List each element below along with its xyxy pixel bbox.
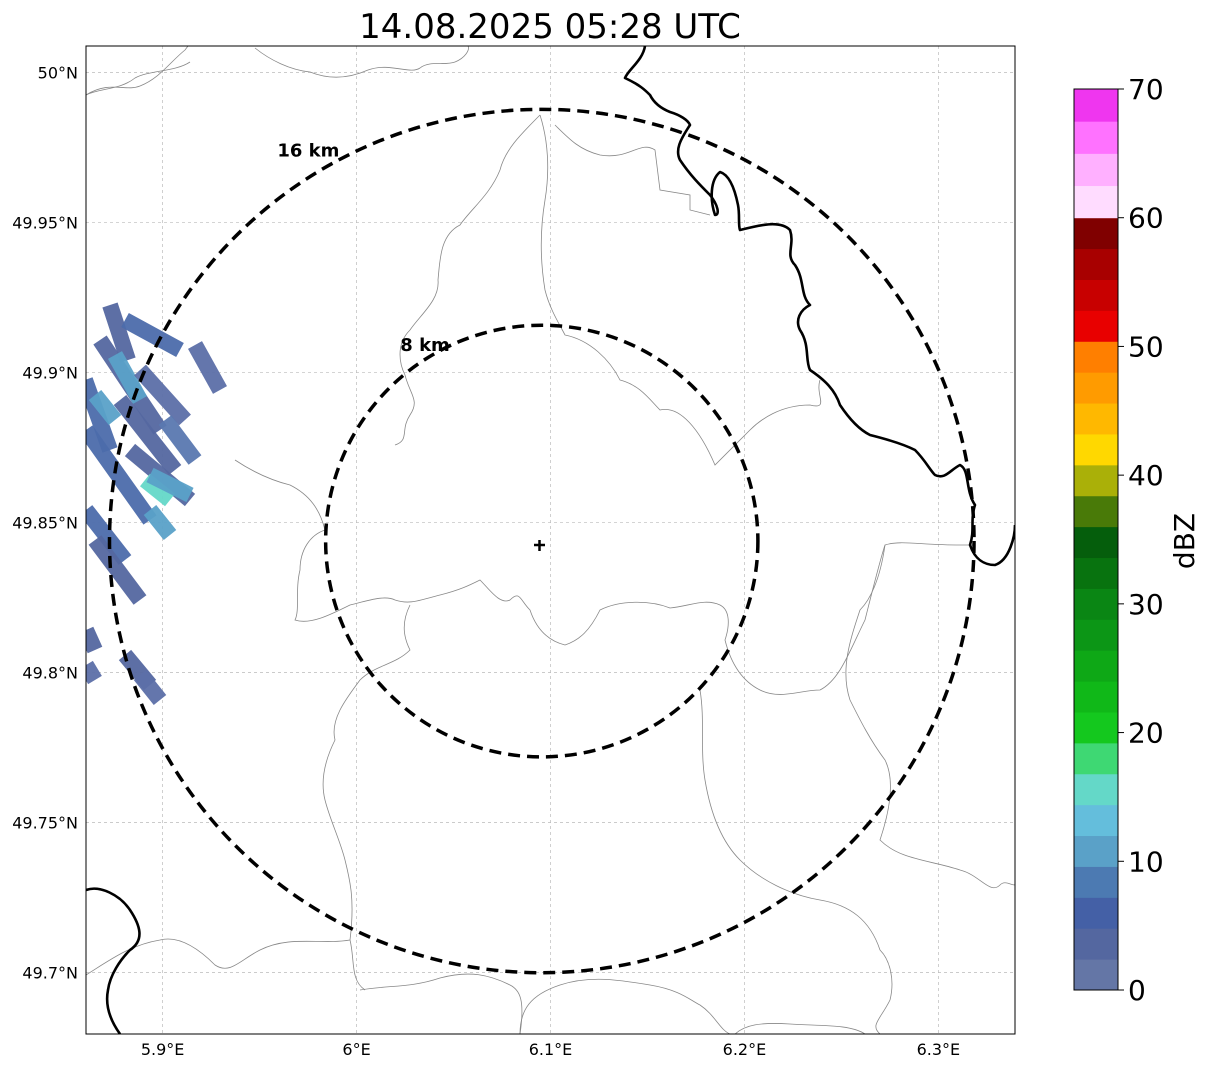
colorbar-swatch — [1074, 89, 1118, 122]
gridlines — [86, 46, 1015, 1034]
radar-echoes — [86, 302, 227, 705]
echo-cell — [188, 341, 227, 394]
admin-border-center — [394, 542, 975, 695]
admin-border-ridge-4 — [554, 124, 711, 216]
colorbar-swatch — [1074, 121, 1118, 154]
colorbar-swatch — [1074, 804, 1118, 837]
colorbar-swatch — [1074, 433, 1118, 466]
colorbar-swatch — [1074, 959, 1118, 991]
colorbar-swatch — [1074, 341, 1118, 373]
lat-tick-label: 50°N — [38, 63, 78, 82]
admin-border-river — [359, 973, 523, 1034]
lon-tick-label: 6.3°E — [917, 1040, 961, 1059]
colorbar-swatch — [1074, 711, 1118, 744]
colorbar-swatches — [1074, 89, 1118, 991]
colorbar-tick-label: 20 — [1128, 717, 1164, 750]
echo-cell — [134, 364, 191, 426]
lat-tick-label: 49.9°N — [22, 363, 78, 382]
colorbar-swatch — [1074, 153, 1118, 187]
echo-cell — [102, 302, 136, 363]
admin-border-bottom-edge — [734, 1023, 866, 1034]
national-border-southwest — [86, 887, 141, 1034]
admin-border-south-bottom — [519, 978, 731, 1034]
range-ring-16km — [107, 107, 976, 975]
colorbar-tick-label: 10 — [1128, 845, 1164, 878]
admin-border-ridge-3 — [539, 114, 822, 466]
lat-tick-label: 49.75°N — [12, 813, 78, 832]
echo-cell — [88, 390, 122, 425]
map-frame — [85, 45, 1016, 1035]
colorbar-swatch — [1074, 681, 1118, 713]
echo-cell — [86, 626, 103, 654]
colorbar-swatch — [1074, 310, 1118, 342]
colorbar-frame — [1073, 88, 1119, 991]
colorbar-tick-label: 70 — [1128, 73, 1164, 106]
colorbar-swatch — [1074, 619, 1118, 651]
echo-cell — [86, 505, 132, 565]
colorbar-swatch — [1074, 897, 1118, 929]
echo-cell — [133, 670, 167, 705]
colorbar-tick-label: 50 — [1128, 330, 1164, 363]
admin-border-ridge-2 — [394, 114, 541, 446]
colorbar-tick-label: 0 — [1128, 974, 1146, 1007]
range-rings: 8 km 16 km — [107, 107, 976, 975]
colorbar-swatch — [1074, 835, 1118, 867]
colorbar-swatch — [1074, 248, 1118, 280]
echo-cell — [113, 395, 182, 475]
colorbar-swatch — [1074, 866, 1118, 898]
colorbar-swatch — [1074, 742, 1118, 775]
colorbar-tick-label: 40 — [1128, 459, 1164, 492]
colorbar-swatch — [1074, 217, 1118, 250]
admin-border-north — [86, 46, 189, 96]
colorbar-swatch — [1074, 588, 1118, 620]
chart-title: 14.08.2025 05:28 UTC — [359, 7, 741, 47]
echo-cell — [158, 415, 202, 465]
range-ring-8km — [323, 323, 760, 759]
colorbar-tick-label: 60 — [1128, 202, 1164, 235]
lat-tick-label: 49.7°N — [22, 963, 78, 982]
radar-site-marker — [534, 540, 545, 551]
echo-cell — [86, 660, 102, 685]
lat-tick-label: 49.95°N — [12, 213, 78, 232]
range-ring-label: 16 km — [277, 141, 339, 162]
national-border-east — [623, 46, 1015, 567]
longitude-axis: 5.9°E 6°E 6.1°E 6.2°E 6.3°E — [141, 1040, 960, 1059]
colorbar-tick-label: 30 — [1128, 588, 1164, 621]
colorbar-swatch — [1074, 279, 1118, 311]
colorbar-swatch — [1074, 185, 1118, 219]
lat-tick-label: 49.85°N — [12, 513, 78, 532]
admin-border-ridge-1 — [254, 46, 469, 78]
colorbar-swatch — [1074, 372, 1118, 404]
admin-border-south-east — [699, 689, 893, 1034]
colorbar-swatch — [1074, 464, 1118, 497]
echo-cell — [88, 535, 147, 605]
national-borders — [86, 46, 1015, 1034]
range-ring-label: 8 km — [400, 335, 450, 356]
admin-border-west — [234, 459, 396, 622]
admin-border-top-left — [86, 61, 191, 96]
latitude-axis: 50°N 49.95°N 49.9°N 49.85°N 49.8°N 49.75°N 49.… — [12, 63, 78, 982]
echo-cell — [143, 505, 177, 540]
colorbar-swatch — [1074, 526, 1118, 559]
colorbar-swatch — [1074, 403, 1118, 435]
lon-tick-label: 5.9°E — [141, 1040, 185, 1059]
colorbar: 0 10 20 30 40 50 60 70 dBZ — [1073, 73, 1201, 1007]
lon-tick-label: 6.2°E — [723, 1040, 767, 1059]
echo-cell — [86, 425, 157, 525]
colorbar-swatch — [1074, 928, 1118, 960]
colorbar-swatch — [1074, 650, 1118, 682]
colorbar-unit-label: dBZ — [1168, 513, 1201, 569]
colorbar-swatch — [1074, 557, 1118, 589]
lon-tick-label: 6°E — [342, 1040, 370, 1059]
admin-border-east — [845, 544, 1015, 888]
echo-cell — [121, 312, 184, 358]
lat-tick-label: 49.8°N — [22, 663, 78, 682]
lon-tick-label: 6.1°E — [529, 1040, 573, 1059]
colorbar-swatch — [1074, 773, 1118, 806]
map-panel[interactable]: 8 km 16 km — [77, 45, 1016, 1035]
echo-cell — [146, 467, 194, 503]
colorbar-swatch — [1074, 495, 1118, 528]
colorbar-ticks: 0 10 20 30 40 50 60 70 — [1118, 73, 1164, 1007]
